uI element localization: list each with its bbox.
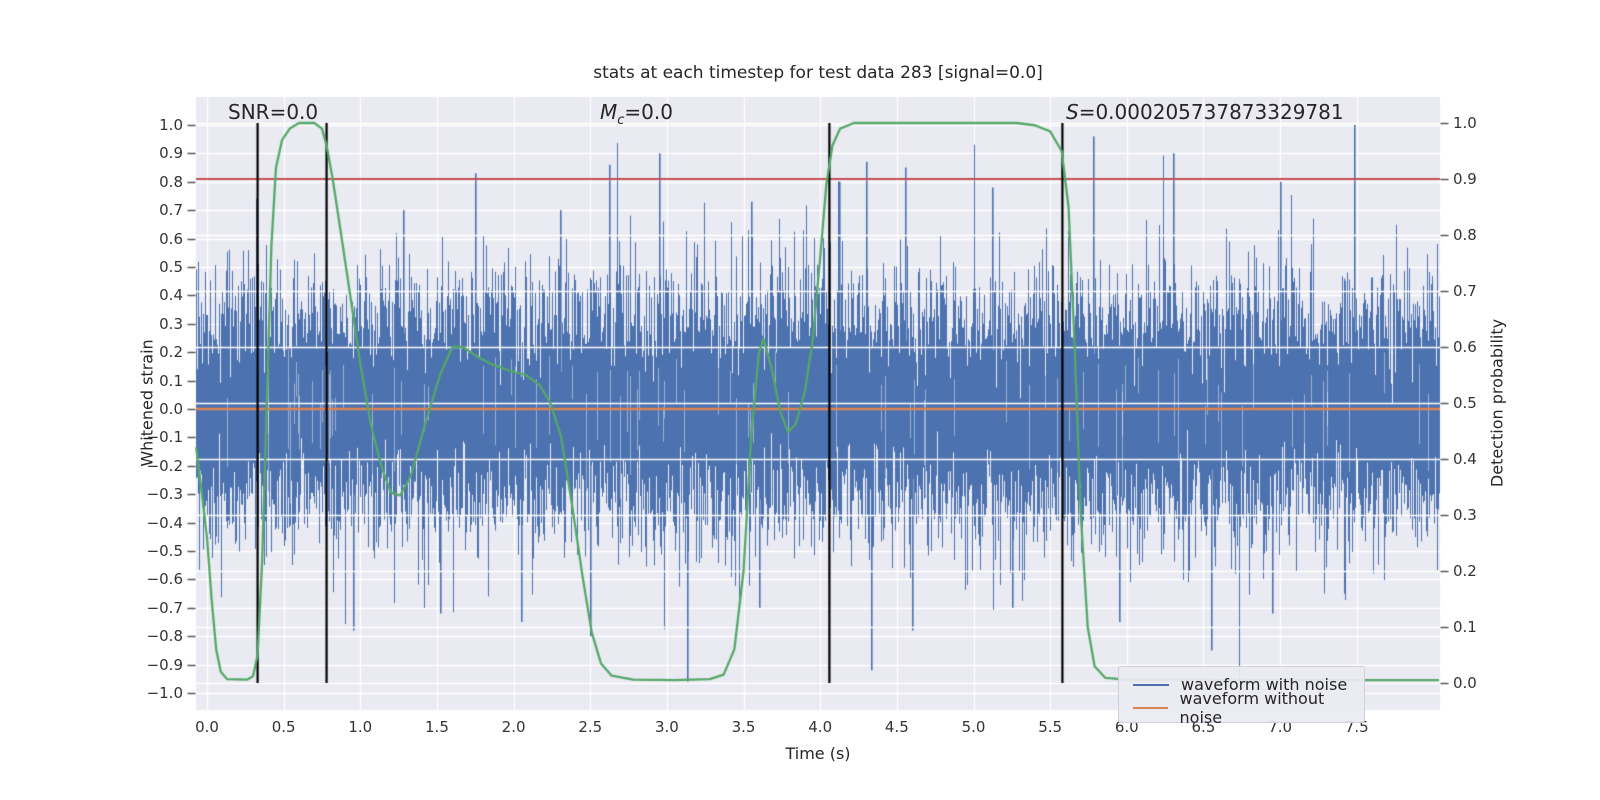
x-axis-label: Time (s): [785, 744, 851, 763]
y-tick-label-right: 0.4: [1453, 450, 1477, 468]
y-axis-label-right: Detection probability: [1487, 318, 1507, 488]
y-tick-label-left: −1.0: [146, 684, 183, 702]
x-tick-label: 1.5: [425, 718, 449, 736]
y-tick-label-right: 0.3: [1453, 506, 1477, 524]
y-tick-label-left: −0.2: [146, 456, 183, 475]
x-tick-label: 0.0: [195, 718, 219, 736]
y-tick-label-right: 0.6: [1453, 338, 1477, 356]
y-tick-label-left: 0.4: [159, 286, 183, 305]
x-tick-label: 0.5: [271, 718, 296, 736]
stat-annotation: Mc=0.0: [600, 100, 673, 128]
legend-entry: waveform without noise: [1133, 689, 1364, 727]
y-tick-label-left: 1.0: [159, 116, 183, 134]
stat-annotation: S=0.000205737873329781: [1066, 100, 1344, 124]
x-tick-label: 4.0: [808, 718, 833, 736]
legend-label: waveform without noise: [1179, 688, 1325, 727]
y-tick-label-left: −0.5: [146, 542, 183, 560]
y-tick-label-left: 0.3: [159, 314, 183, 333]
legend-entry: waveform with noise: [1133, 673, 1364, 696]
x-tick-label: 5.5: [1038, 718, 1063, 736]
y-tick-label-left: −0.1: [146, 428, 183, 447]
y-tick-label-left: −0.7: [146, 598, 183, 617]
y-tick-label-left: 0.7: [159, 201, 183, 220]
y-tick-label-left: −0.8: [146, 627, 183, 646]
x-tick-label: 3.5: [731, 718, 756, 736]
y-tick-label-left: −0.6: [146, 570, 183, 589]
y-tick-label-left: −0.3: [146, 485, 183, 504]
x-tick-label: 2.0: [501, 718, 526, 736]
y-tick-label-right: 0.9: [1453, 170, 1477, 188]
y-tick-label-right: 1.0: [1453, 114, 1477, 132]
x-tick-label: 5.0: [961, 718, 986, 736]
y-tick-label-left: 0.9: [159, 144, 183, 163]
y-tick-label-left: 0.0: [159, 400, 183, 418]
y-axis-label-left: Whitened strain: [137, 339, 157, 467]
chart-title: stats at each timestep for test data 283…: [593, 63, 1043, 83]
y-tick-label-right: 0.0: [1453, 674, 1477, 692]
legend-line-swatch: [1133, 683, 1169, 686]
y-tick-label-right: 0.5: [1453, 394, 1477, 412]
y-tick-label-right: 0.8: [1453, 226, 1477, 244]
y-tick-label-left: 0.8: [159, 172, 183, 191]
x-tick-label: 4.5: [884, 718, 909, 736]
y-tick-label-left: −0.9: [146, 655, 183, 674]
x-tick-label: 1.0: [348, 718, 373, 736]
y-tick-label-right: 0.2: [1453, 562, 1477, 580]
legend: waveform with noise waveform without nois…: [1118, 666, 1365, 727]
stat-annotation: SNR=0.0: [228, 100, 319, 124]
y-tick-label-right: 0.7: [1453, 282, 1477, 300]
x-tick-label: 2.5: [578, 718, 603, 736]
y-tick-label-left: 0.1: [159, 371, 183, 390]
y-tick-label-left: 0.2: [159, 343, 183, 362]
y-tick-label-left: 0.5: [159, 258, 183, 276]
legend-label: waveform with noise: [1181, 675, 1348, 694]
legend-line-swatch: [1133, 706, 1168, 709]
y-tick-label-left: 0.6: [159, 229, 183, 248]
x-tick-label: 3.0: [654, 718, 679, 736]
y-tick-label-right: 0.1: [1453, 618, 1477, 636]
y-tick-label-left: −0.4: [146, 513, 183, 532]
